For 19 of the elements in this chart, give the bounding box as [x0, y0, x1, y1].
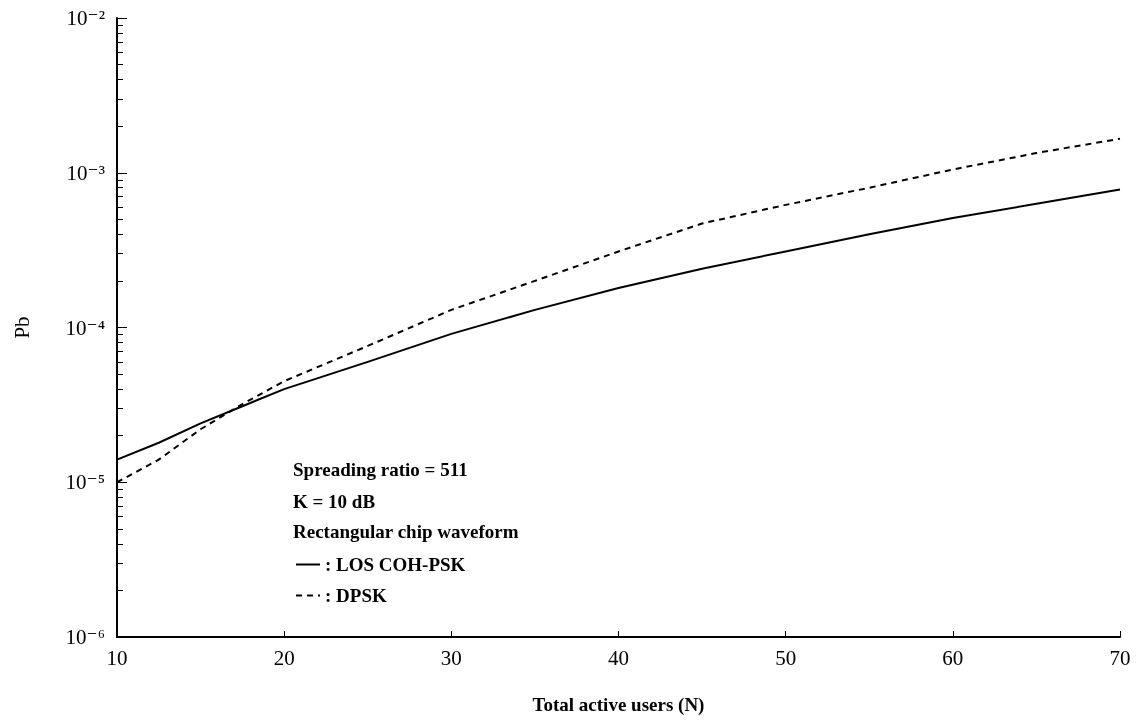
x-tick-label: 50: [775, 645, 797, 670]
legend-label: : LOS COH-PSK: [325, 554, 466, 575]
x-tick-label: 10: [106, 645, 128, 670]
x-tick-label: 30: [440, 645, 462, 670]
y-tick-label: 10⁻³: [66, 160, 105, 185]
y-tick-label: 10⁻²: [66, 6, 105, 30]
x-tick-label: 70: [1109, 645, 1131, 670]
y-tick-label: 10⁻⁴: [65, 315, 105, 340]
x-tick-label: 60: [942, 645, 964, 670]
annotation: K = 10 dB: [293, 491, 376, 512]
y-axis-title: Pb: [9, 316, 34, 339]
y-tick-label: 10⁻⁵: [65, 470, 105, 495]
annotation: Spreading ratio = 511: [293, 459, 468, 480]
x-tick-label: 20: [273, 645, 295, 670]
x-axis-title: Total active users (N): [532, 694, 705, 716]
legend-label: : DPSK: [325, 585, 387, 606]
x-tick-label: 40: [608, 645, 629, 670]
annotation: Rectangular chip waveform: [293, 521, 519, 542]
y-tick-label: 10⁻⁶: [65, 625, 105, 649]
